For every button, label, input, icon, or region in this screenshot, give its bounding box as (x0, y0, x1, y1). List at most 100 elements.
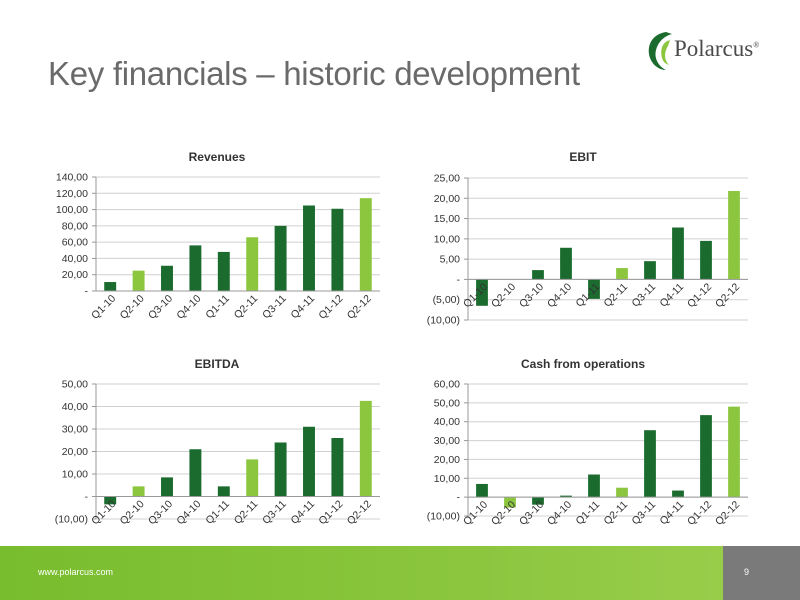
x-tick-label: Q4-11 (658, 281, 687, 310)
chart-title: EBITDA (195, 357, 240, 371)
footer-page-box (723, 546, 800, 600)
bar (303, 426, 315, 497)
y-tick-label: 20,00 (434, 193, 460, 205)
x-tick-label: Q1-11 (574, 499, 603, 528)
y-tick-label: 60,00 (62, 237, 88, 249)
bar (303, 205, 315, 291)
x-tick-label: Q3-11 (630, 499, 659, 528)
bar (644, 430, 656, 498)
x-tick-label: Q4-10 (174, 293, 203, 322)
bar (331, 438, 344, 497)
page-number: 9 (744, 567, 750, 577)
bar (700, 240, 712, 280)
bar (728, 406, 740, 498)
logo-text: Polarcus® (674, 36, 759, 62)
x-tick-label: Q1-12 (685, 281, 714, 310)
y-tick-label: 10,00 (434, 473, 460, 485)
chart-title: EBIT (569, 150, 597, 164)
bar (532, 270, 544, 280)
bar (274, 442, 287, 497)
y-tick-label: 20,00 (62, 446, 88, 458)
slide-title: Key financials – historic development (48, 55, 580, 92)
x-tick-label: Q3-10 (146, 498, 175, 527)
bar (728, 190, 740, 280)
y-tick-label: - (457, 492, 461, 504)
bar (132, 270, 145, 291)
x-tick-label: Q4-10 (174, 498, 203, 527)
x-tick-label: Q1-10 (89, 293, 118, 322)
x-tick-label: Q1-10 (461, 499, 490, 528)
x-tick-label: Q2-10 (489, 499, 518, 528)
bar (504, 497, 516, 508)
y-tick-label: 40,00 (62, 401, 88, 413)
bar (189, 449, 202, 497)
y-tick-label: (10,00) (55, 514, 88, 526)
bar (132, 486, 145, 497)
bar (161, 477, 173, 497)
polarcus-swirl-icon (648, 32, 672, 70)
x-tick-label: Q2-11 (602, 281, 631, 310)
bar (532, 497, 544, 505)
bar (217, 251, 230, 291)
chart-title: Cash from operations (521, 357, 645, 371)
y-tick-label: (10,00) (427, 511, 460, 523)
x-tick-label: Q2-11 (232, 498, 261, 527)
bar (588, 474, 600, 498)
y-tick-label: 30,00 (62, 424, 88, 436)
bar (672, 227, 684, 280)
x-tick-label: Q3-10 (146, 293, 175, 322)
bar (560, 247, 572, 280)
bar (476, 483, 488, 498)
bar (672, 490, 684, 498)
x-tick-label: Q3-11 (260, 293, 289, 322)
y-tick-label: 25,00 (434, 173, 460, 185)
bar (246, 237, 259, 291)
bar (274, 225, 287, 291)
y-tick-label: 120,00 (56, 188, 88, 200)
y-tick-label: 30,00 (434, 435, 460, 447)
x-tick-label: Q1-12 (316, 498, 345, 527)
x-tick-label: Q2-11 (602, 499, 631, 528)
bar (616, 487, 628, 498)
bar (189, 245, 202, 291)
x-tick-label: Q3-10 (517, 499, 546, 528)
x-tick-label: Q1-12 (316, 293, 345, 322)
y-tick-label: 50,00 (62, 379, 88, 391)
bar (616, 268, 628, 280)
x-tick-label: Q2-11 (232, 293, 261, 322)
x-tick-label: Q2-10 (118, 498, 147, 527)
chart-title: Revenues (189, 150, 246, 164)
x-tick-label: Q3-10 (517, 281, 546, 310)
bar (359, 400, 372, 497)
bar (161, 265, 173, 291)
bar (246, 459, 259, 497)
bar (588, 279, 600, 299)
footer-url[interactable]: www.polarcus.com (38, 567, 114, 577)
x-tick-label: Q2-12 (713, 499, 742, 528)
y-tick-label: (5,00) (433, 294, 460, 306)
polarcus-logo: Polarcus® (644, 26, 794, 76)
footer-bar (0, 546, 800, 600)
bar (700, 415, 712, 498)
x-tick-label: Q2-10 (489, 281, 518, 310)
y-tick-label: 60,00 (434, 379, 460, 391)
bar (331, 208, 344, 291)
y-tick-label: 100,00 (56, 204, 88, 216)
bar (476, 279, 488, 306)
x-tick-label: Q4-10 (545, 499, 574, 528)
y-tick-label: 10,00 (62, 469, 88, 481)
x-tick-label: Q1-10 (89, 498, 118, 527)
y-tick-label: 140,00 (56, 172, 88, 184)
x-tick-label: Q4-11 (658, 499, 687, 528)
y-tick-label: - (85, 491, 89, 503)
y-tick-label: (10,00) (427, 315, 460, 327)
x-tick-label: Q2-10 (118, 293, 147, 322)
x-tick-label: Q1-12 (685, 499, 714, 528)
x-tick-label: Q2-12 (345, 498, 374, 527)
x-tick-label: Q4-10 (545, 281, 574, 310)
x-tick-label: Q1-11 (203, 293, 232, 322)
y-tick-label: 15,00 (434, 213, 460, 225)
y-tick-label: 40,00 (62, 253, 88, 265)
x-tick-label: Q2-12 (345, 293, 374, 322)
bar (217, 486, 230, 497)
